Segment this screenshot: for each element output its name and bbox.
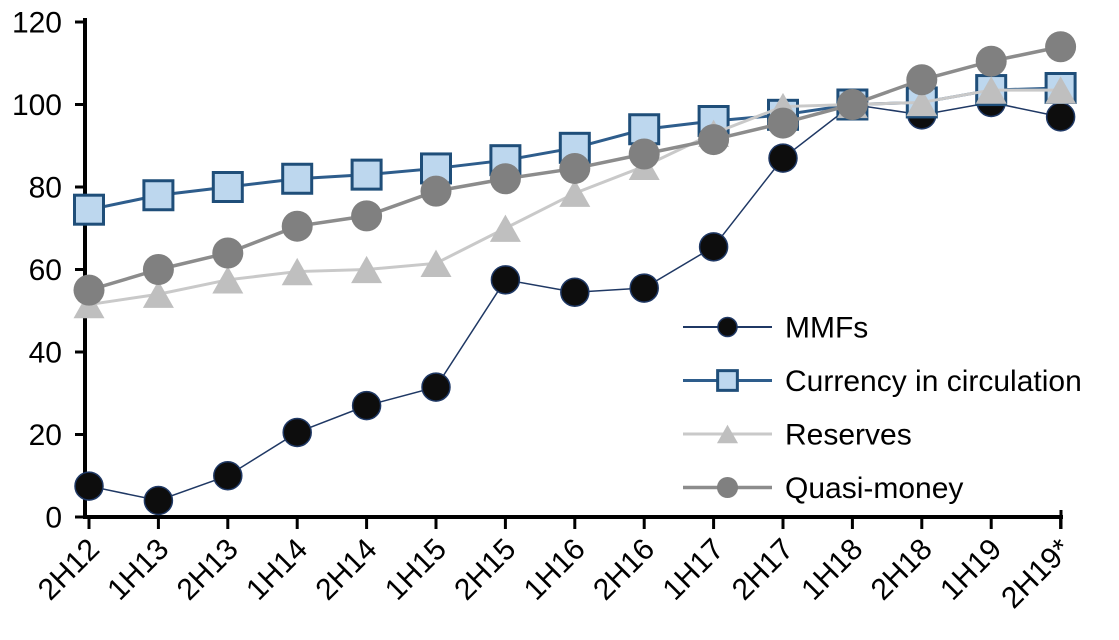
y-tick-label: 60 [29,254,62,287]
legend-item-reserves: Reserves [683,419,912,452]
data-point [1045,102,1076,132]
data-point [142,254,174,285]
data-point [975,45,1007,77]
data-point [559,179,591,207]
data-point [211,171,244,203]
x-tick-label: 1H15 [379,533,453,607]
data-point [74,471,104,501]
data-point [142,179,175,212]
data-point [351,255,383,284]
x-tick-label: 1H18 [795,533,869,607]
y-tick-label: 120 [12,7,62,40]
data-point [836,89,868,120]
data-point [698,232,729,262]
x-tick-label: 1H19 [934,533,1008,607]
data-point [142,280,174,308]
y-tick-label: 20 [29,419,62,452]
data-point [717,316,738,338]
data-point [143,485,174,516]
data-point [489,214,521,242]
data-point [975,76,1007,104]
data-point [282,417,312,448]
data-point [906,88,938,117]
x-tick-label: 2H18 [865,533,939,607]
legend-label: Reserves [785,419,912,452]
legend-item-quasi-money: Quasi-money [683,472,963,505]
data-point [281,257,313,286]
legend-label: Currency in circulation [785,365,1082,398]
data-point [421,372,451,402]
x-tick-label: 2H15 [448,533,522,607]
data-point [420,175,452,207]
data-point [698,124,730,156]
data-point [906,64,938,96]
data-point [351,200,383,232]
x-tick-label: 2H16 [587,533,661,607]
data-point [1045,76,1077,104]
legend-item-currency-in-circulation: Currency in circulation [683,365,1082,398]
y-tick-label: 40 [29,337,62,370]
data-point [281,210,313,242]
data-point [629,273,659,303]
x-tick-label: 1H17 [657,533,731,607]
y-tick-label: 80 [29,172,62,205]
x-tick-label: 1H14 [240,533,314,607]
data-point [560,277,590,307]
x-tick-label: 2H14 [310,533,384,607]
data-point [768,143,798,173]
data-point [73,274,105,306]
legend: MMFs Currency in circulation Reserves Quasi… [683,312,1082,505]
x-tick-label: 2H17 [726,533,800,607]
y-tick-label: 100 [12,89,62,122]
x-tick-label: 2H13 [171,533,245,607]
series-quasi-money [73,31,1077,306]
data-point [767,107,799,139]
x-tick-label: 1H13 [101,533,175,607]
data-point [1045,31,1077,63]
data-point [559,152,591,184]
data-point [716,476,739,499]
data-point [213,461,243,491]
data-point [489,163,521,195]
data-point [420,249,452,277]
data-point [628,138,660,170]
data-point [212,237,244,269]
data-point [212,266,244,294]
legend-label: MMFs [785,312,868,345]
data-point [490,265,521,295]
x-tick-label: 2H12 [32,533,106,607]
data-point [281,162,314,195]
data-point [716,369,739,392]
x-tick-label: 1H16 [518,533,592,607]
data-point [716,424,739,444]
legend-item-mmfs: MMFs [683,312,868,345]
x-tick-label: 2H19* [995,532,1078,615]
y-tick-label: 0 [45,502,62,535]
data-point [73,193,105,226]
legend-label: Quasi-money [785,472,963,505]
data-point [351,390,382,421]
data-point [350,158,383,191]
